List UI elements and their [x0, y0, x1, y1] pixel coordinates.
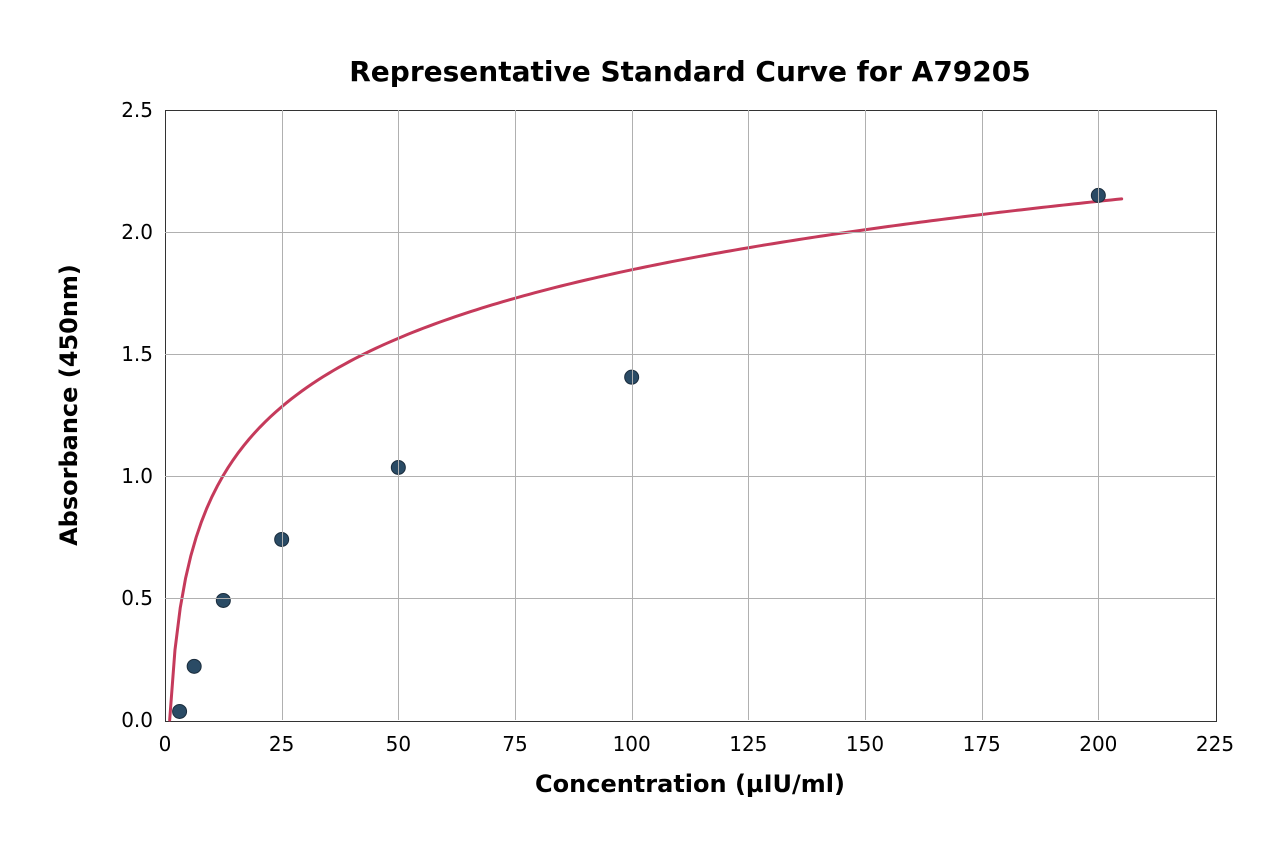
x-tick-label: 100	[612, 732, 652, 756]
y-tick-label: 2.5	[121, 98, 153, 122]
grid-line-vertical	[398, 110, 399, 720]
y-tick-label: 0.0	[121, 708, 153, 732]
y-tick-label: 1.5	[121, 342, 153, 366]
grid-line-horizontal	[165, 476, 1215, 477]
x-axis-label: Concentration (µIU/ml)	[165, 770, 1215, 798]
y-axis-label: Absorbance (450nm)	[55, 255, 83, 555]
y-tick-label: 0.5	[121, 586, 153, 610]
grid-line-horizontal	[165, 598, 1215, 599]
grid-line-vertical	[282, 110, 283, 720]
y-tick-label: 1.0	[121, 464, 153, 488]
x-tick-label: 25	[262, 732, 302, 756]
grid-line-vertical	[748, 110, 749, 720]
grid-line-horizontal	[165, 232, 1215, 233]
plot-area	[165, 110, 1217, 722]
y-tick-label: 2.0	[121, 220, 153, 244]
grid-line-vertical	[1098, 110, 1099, 720]
x-tick-label: 150	[845, 732, 885, 756]
grid-line-vertical	[982, 110, 983, 720]
x-tick-label: 125	[728, 732, 768, 756]
grid-line-vertical	[515, 110, 516, 720]
x-tick-label: 225	[1195, 732, 1235, 756]
grid-line-vertical	[865, 110, 866, 720]
x-tick-label: 0	[145, 732, 185, 756]
chart-title: Representative Standard Curve for A79205	[165, 55, 1215, 88]
x-tick-label: 75	[495, 732, 535, 756]
x-tick-label: 175	[962, 732, 1002, 756]
x-tick-label: 200	[1078, 732, 1118, 756]
x-tick-label: 50	[378, 732, 418, 756]
grid-line-vertical	[632, 110, 633, 720]
grid-line-horizontal	[165, 354, 1215, 355]
figure: Representative Standard Curve for A79205…	[0, 0, 1280, 845]
